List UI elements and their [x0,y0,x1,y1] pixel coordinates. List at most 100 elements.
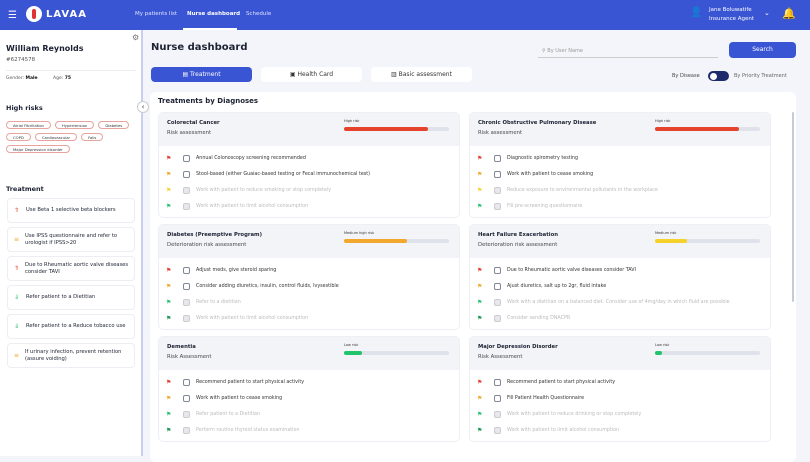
task-checkbox[interactable] [494,282,501,290]
task-checkbox[interactable] [183,410,190,418]
task-checkbox[interactable] [494,378,501,386]
search-placeholder: By User Name [547,48,583,54]
treatment-item[interactable]: ⇑ Due to Rheumatic aortic valve diseases … [7,256,135,281]
user-role: Insurance Agent [709,16,755,22]
card-header: Heart Failure Exacerbation Deterioration … [470,225,770,258]
high-risks-title: High risks [6,104,43,112]
task-checkbox[interactable] [183,298,190,306]
gear-icon[interactable]: ⚙ [132,33,140,42]
task-checkbox[interactable] [183,378,190,386]
task-text: Work with patient to reduce drinking or … [507,411,642,417]
task-checkbox[interactable] [183,154,190,162]
diagnosis-card: Diabetes (Preemptive Program) Deteriorati… [158,224,460,330]
risk-chip[interactable]: Cardiovascular [34,133,78,141]
risk-label: High risk [344,119,360,123]
treatment-item[interactable]: ≡ Use IPSS questionnaire and refer to uro… [7,227,135,252]
search-button[interactable]: Search [729,42,796,58]
treatment-text: Refer patient to a Dietitian [26,294,96,300]
task-checkbox[interactable] [494,394,501,402]
tab-health-card[interactable]: ▣ Health Card [261,67,362,82]
patient-sidebar: ⚙ William Reynolds #6274578 Gender: Male… [0,30,143,456]
tab-label: Treatment [190,71,221,78]
task-checkbox[interactable] [183,282,190,290]
risk-bar-fill [655,239,687,243]
bar-chart-icon: ▥ [391,71,399,78]
task-checkbox[interactable] [494,154,501,162]
priority-medium-icon: ≡ [14,236,20,243]
task-checkbox[interactable] [183,426,190,434]
diagnosis-card: Colorectal Cancer Risk assessment High ris… [158,112,460,218]
flag-darkgreen-icon: ⚑ [166,426,172,434]
task-text: Recommend patient to start physical acti… [507,379,616,385]
risk-chip[interactable]: COPD [6,133,31,141]
view-toggle[interactable] [708,71,729,81]
task-row: ⚑ Fill Patient Health Questionnaire [470,390,770,406]
treatment-item[interactable]: ⇑ Use Beta 1 selective beta blockers [7,198,135,223]
search-input[interactable]: ⚲ By User Name [538,42,718,58]
task-checkbox[interactable] [183,186,190,194]
diagnosis-subtitle: Risk Assessment [478,354,523,360]
card-header: Dementia Risk Assessment Low risk [159,337,459,370]
diagnosis-card: Major Depression Disorder Risk Assessment… [469,336,771,442]
task-checkbox[interactable] [494,170,501,178]
treatment-item[interactable]: ⇓ Refer patient to a Dietitian [7,285,135,310]
diagnosis-subtitle: Risk Assessment [167,354,212,360]
risk-bar [344,239,449,243]
task-checkbox[interactable] [494,410,501,418]
task-checkbox[interactable] [494,298,501,306]
section-title: Treatments by Diagnoses [158,97,259,105]
chevron-down-icon[interactable]: ⌄ [764,9,770,17]
risk-chip[interactable]: Falls [81,133,104,141]
treatment-item[interactable]: ⇓ Refer patient to a Reduce tobacco use [7,314,135,339]
task-row: ⚑ Work with patient to cease smoking [470,166,770,182]
scrollbar[interactable] [792,112,794,302]
flag-orange-icon: ⚑ [166,170,172,178]
flag-orange-icon: ⚑ [166,282,172,290]
menu-icon[interactable]: ☰ [8,10,17,21]
top-bar: ☰ LAVAA My patients list Nurse dashboard… [0,0,810,30]
brand-name: LAVAA [46,8,87,20]
task-checkbox[interactable] [494,426,501,434]
task-checkbox[interactable] [494,314,501,322]
bell-icon[interactable]: 🔔 [782,7,796,20]
task-checkbox[interactable] [183,170,190,178]
card-header: Colorectal Cancer Risk assessment High ris… [159,113,459,146]
task-checkbox[interactable] [183,314,190,322]
risk-chip[interactable]: Diabetes [98,121,130,129]
risk-chip[interactable]: Major Depression disorder [6,145,70,153]
user-menu[interactable]: 👤 Jane Boluwatife Insurance Agent [690,6,754,24]
flag-yellow-icon: ⚑ [477,186,483,194]
task-checkbox[interactable] [183,202,190,210]
card-icon: ▣ [289,71,298,78]
risk-chip[interactable]: Atrial Fibrillation [6,121,51,129]
task-checkbox[interactable] [494,266,501,274]
risk-bar-fill [344,127,428,131]
flag-red-icon: ⚑ [166,378,172,386]
nav-nurse-dashboard[interactable]: Nurse dashboard [187,11,241,17]
task-text: Adjust meds, give steroid sparing [196,267,277,273]
task-row: ⚑ Stool-based (either Guaiac-based testin… [159,166,459,182]
nav-my-patients[interactable]: My patients list [135,11,178,17]
flag-green-icon: ⚑ [477,202,483,210]
tab-basic-assessment[interactable]: ▥ Basic assessment [371,67,472,82]
task-checkbox[interactable] [183,394,190,402]
nav-schedule[interactable]: Schedule [246,11,272,17]
treatment-item[interactable]: ≡ If urinary infection, prevent retention… [7,343,135,368]
diagnosis-name: Major Depression Disorder [478,344,558,350]
task-checkbox[interactable] [494,202,501,210]
tab-treatment[interactable]: ▤ Treatment [151,67,252,82]
user-name: Jane Boluwatife [709,7,752,13]
risk-chip[interactable]: Hypertension [54,121,95,129]
task-checkbox[interactable] [183,266,190,274]
logo[interactable]: LAVAA [26,6,87,22]
risk-bar-fill [344,239,407,243]
card-header: Diabetes (Preemptive Program) Deteriorati… [159,225,459,258]
flag-green-icon: ⚑ [166,202,172,210]
diagnosis-subtitle: Risk assessment [478,130,523,136]
document-icon: ▤ [182,71,191,78]
flag-red-icon: ⚑ [166,266,172,274]
collapse-sidebar-button[interactable]: ‹ [137,101,149,113]
task-checkbox[interactable] [494,186,501,194]
task-text: Stool-based (either Guaiac-based testing… [196,171,371,177]
flag-orange-icon: ⚑ [477,282,483,290]
